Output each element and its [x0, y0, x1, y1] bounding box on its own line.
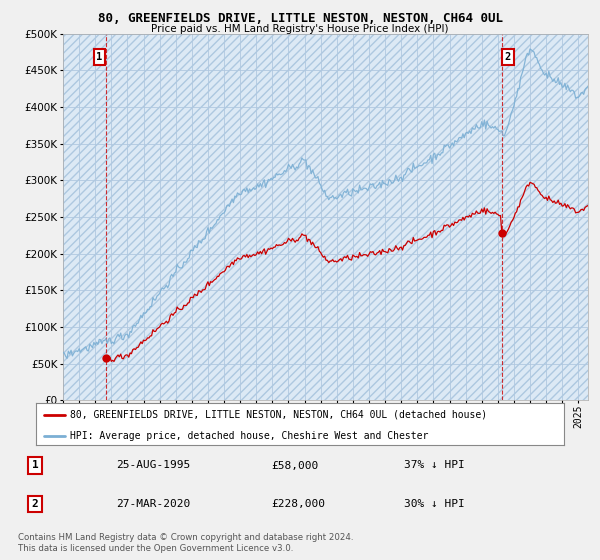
Text: 30% ↓ HPI: 30% ↓ HPI [404, 499, 464, 509]
Text: 80, GREENFIELDS DRIVE, LITTLE NESTON, NESTON, CH64 0UL (detached house): 80, GREENFIELDS DRIVE, LITTLE NESTON, NE… [70, 410, 487, 420]
Text: This data is licensed under the Open Government Licence v3.0.: This data is licensed under the Open Gov… [18, 544, 293, 553]
Text: Contains HM Land Registry data © Crown copyright and database right 2024.: Contains HM Land Registry data © Crown c… [18, 533, 353, 542]
Text: 1: 1 [32, 460, 38, 470]
Text: 37% ↓ HPI: 37% ↓ HPI [404, 460, 464, 470]
Text: 1: 1 [96, 52, 103, 62]
Text: £58,000: £58,000 [271, 460, 319, 470]
Text: 27-MAR-2020: 27-MAR-2020 [116, 499, 190, 509]
Text: 80, GREENFIELDS DRIVE, LITTLE NESTON, NESTON, CH64 0UL: 80, GREENFIELDS DRIVE, LITTLE NESTON, NE… [97, 12, 503, 25]
Text: 25-AUG-1995: 25-AUG-1995 [116, 460, 190, 470]
Text: 2: 2 [32, 499, 38, 509]
Text: £228,000: £228,000 [271, 499, 325, 509]
Text: Price paid vs. HM Land Registry's House Price Index (HPI): Price paid vs. HM Land Registry's House … [151, 24, 449, 34]
Text: 2: 2 [505, 52, 511, 62]
Text: HPI: Average price, detached house, Cheshire West and Chester: HPI: Average price, detached house, Ches… [70, 431, 428, 441]
